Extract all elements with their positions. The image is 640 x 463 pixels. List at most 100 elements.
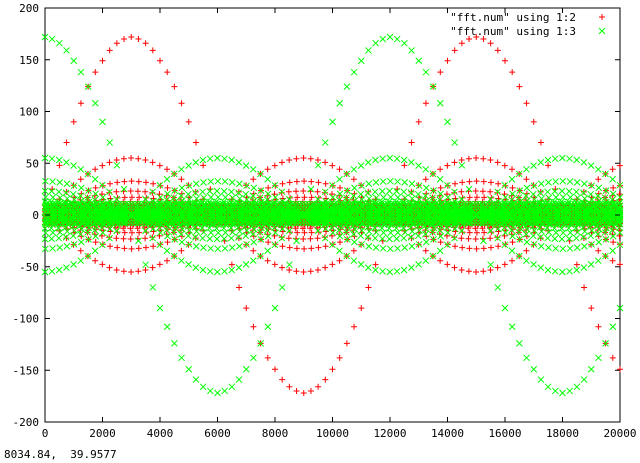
data-point [213, 235, 221, 243]
data-point [77, 68, 85, 76]
data-point [516, 83, 523, 90]
data-point [401, 162, 408, 169]
data-point [113, 40, 120, 47]
data-point [250, 233, 257, 240]
data-point [479, 188, 486, 195]
data-point [170, 194, 178, 202]
data-point [415, 240, 423, 248]
data-point [350, 165, 358, 173]
data-point [329, 162, 336, 169]
data-point [444, 261, 451, 268]
data-point [472, 187, 479, 194]
data-point [595, 233, 602, 240]
data-point [206, 387, 214, 395]
data-point [372, 261, 379, 268]
data-point [199, 266, 207, 274]
data-point [545, 194, 553, 202]
data-point [279, 180, 286, 187]
data-point [573, 244, 581, 251]
data-point [415, 182, 423, 190]
data-point [523, 238, 531, 246]
data-point [56, 194, 64, 202]
data-point [414, 223, 422, 230]
data-point [142, 244, 149, 251]
data-point [206, 235, 214, 243]
data-point [271, 241, 279, 249]
data-point [416, 227, 423, 234]
data-point [581, 242, 588, 250]
data-point [207, 245, 215, 252]
data-point [92, 69, 99, 76]
data-point [337, 239, 344, 246]
data-point [293, 268, 300, 275]
data-point [78, 225, 85, 233]
data-point [386, 235, 393, 243]
data-point [329, 366, 336, 373]
data-point [249, 192, 257, 200]
data-point [371, 234, 379, 242]
data-point [321, 139, 329, 146]
data-point [228, 383, 236, 391]
data-point [236, 242, 243, 250]
data-point [113, 235, 120, 242]
data-point [301, 229, 308, 236]
data-point [70, 118, 77, 125]
data-point [242, 260, 250, 268]
data-point [286, 261, 293, 269]
data-point [580, 189, 587, 197]
data-point [336, 166, 343, 173]
data-point [588, 240, 595, 248]
data-point [199, 156, 207, 164]
data-point [357, 162, 365, 170]
data-point [142, 266, 149, 273]
data-point [566, 387, 574, 395]
data-point [516, 236, 524, 243]
data-point [70, 57, 78, 65]
data-point [113, 161, 121, 169]
data-point [48, 35, 56, 43]
data-point [185, 240, 193, 248]
data-point [487, 261, 494, 269]
data-point [459, 179, 466, 186]
data-point [530, 240, 538, 248]
data-point [372, 244, 380, 251]
data-point [286, 383, 293, 390]
data-point [135, 36, 142, 43]
data-point [494, 47, 501, 54]
data-point [378, 224, 386, 232]
data-point [466, 178, 473, 185]
data-point [200, 228, 208, 236]
data-point [508, 231, 515, 238]
data-point [393, 155, 401, 163]
data-point [98, 181, 106, 189]
data-point [538, 195, 545, 202]
data-point [508, 247, 516, 255]
data-point [156, 261, 163, 268]
data-point [56, 244, 64, 251]
data-point [257, 339, 264, 347]
data-point [63, 47, 70, 54]
data-point [401, 194, 409, 202]
data-point [372, 266, 379, 274]
data-point [250, 323, 257, 330]
data-point [192, 189, 199, 197]
data-point [357, 232, 365, 240]
data-point [551, 155, 559, 163]
data-point [92, 239, 99, 246]
data-point [192, 242, 200, 250]
data-point [458, 195, 466, 203]
data-point [69, 232, 77, 240]
data-point [163, 175, 171, 183]
data-point [466, 245, 473, 252]
data-point [465, 225, 472, 232]
data-point [113, 157, 120, 164]
data-point [207, 178, 215, 185]
data-point [502, 57, 508, 64]
data-point [451, 225, 459, 233]
data-point [429, 83, 437, 91]
data-point [423, 233, 430, 240]
data-point [537, 233, 544, 241]
data-point [509, 257, 516, 264]
data-point [120, 225, 127, 232]
data-point [530, 162, 537, 170]
